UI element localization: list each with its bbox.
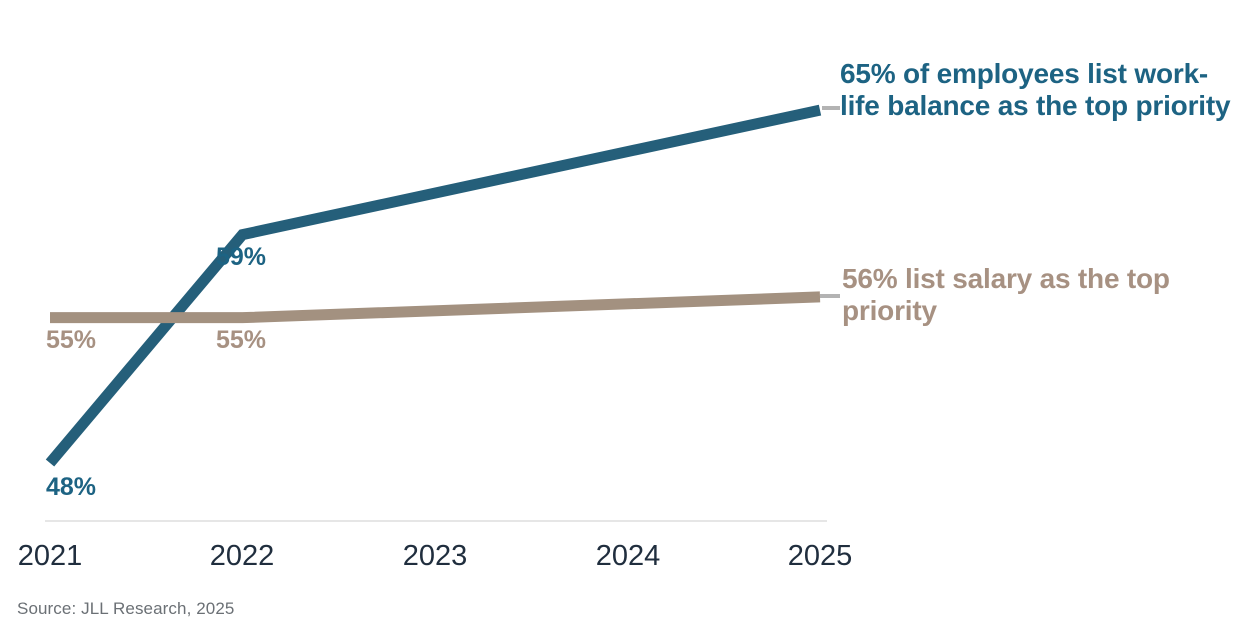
point-label-worklife-2022: 59%: [216, 243, 267, 271]
x-tick-2022: 2022: [209, 540, 275, 572]
worklife-balance-line: [45, 104, 822, 467]
worklife-annotation: 65% of employees list work-life balance …: [840, 58, 1231, 122]
salary-annotation: 56% list salary as the top priority: [842, 263, 1170, 327]
point-label-salary-2021: 55%: [46, 326, 97, 354]
salary-line: [50, 291, 821, 324]
point-label-worklife-2021: 48%: [46, 473, 97, 501]
x-tick-2021: 2021: [17, 540, 83, 572]
source-note: Source: JLL Research, 2025: [17, 599, 235, 618]
x-tick-2023: 2023: [402, 540, 468, 572]
x-tick-2024: 2024: [595, 540, 661, 572]
point-label-salary-2022: 55%: [216, 326, 267, 354]
x-tick-2025: 2025: [787, 540, 853, 572]
